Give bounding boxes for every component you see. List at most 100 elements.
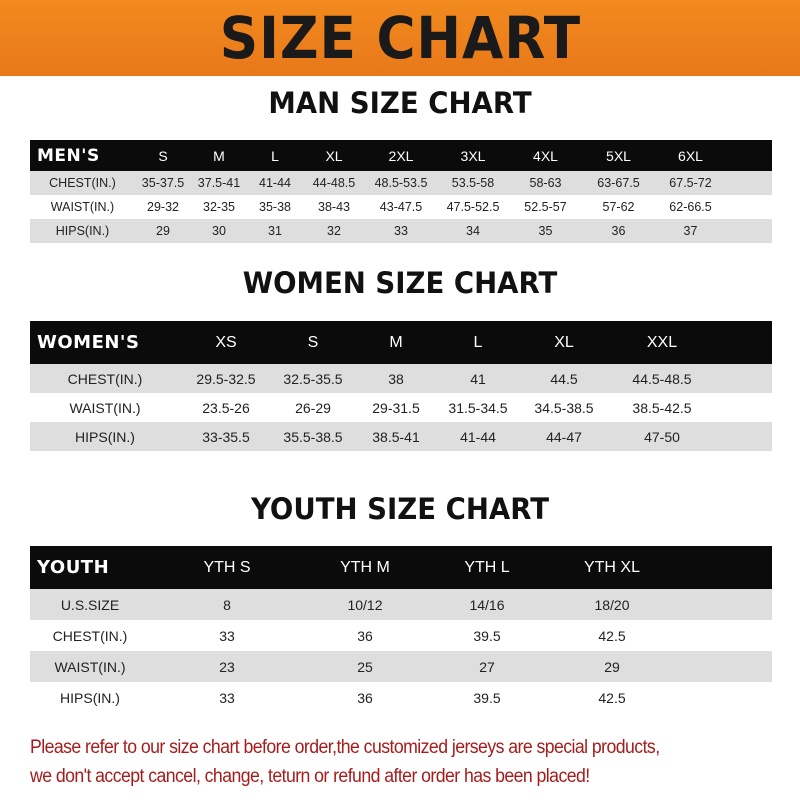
- table-cell: 39.5: [473, 689, 501, 706]
- table-cell: 38.5-42.5: [632, 399, 692, 416]
- row-label: U.S.SIZE: [60, 596, 120, 613]
- table-cell: 44-47: [546, 428, 582, 445]
- row-label: CHEST(IN.): [67, 370, 143, 387]
- table-cell: 31: [268, 224, 282, 238]
- table-row: HIPS(IN.) 33-35.5 35.5-38.5 38.5-41 41-44 44-…: [30, 422, 772, 451]
- table-cell: 34.5-38.5: [534, 399, 594, 416]
- table-cell: 27: [479, 658, 495, 675]
- table-cell: XXL: [646, 333, 678, 351]
- table-cell: 38: [388, 370, 404, 387]
- women-size-table: WOMEN'S XS S M L XL XXL CHEST(IN.) 29.5-32.5 32.5…: [30, 321, 772, 451]
- row-label: WAIST(IN.): [50, 200, 115, 214]
- women-section-title: WOMEN SIZE CHART: [242, 266, 558, 300]
- men-size-table: MEN'S S M L XL 2XL 3XL 4XL 5XL 6XL CHEST(IN.) 35-37…: [30, 140, 772, 243]
- table-cell: 39.5: [473, 627, 501, 644]
- table-cell: YTH L: [464, 558, 510, 576]
- table-cell: 67.5-72: [669, 176, 712, 190]
- table-cell: XL: [325, 147, 343, 164]
- table-cell: S: [307, 333, 319, 351]
- row-label: MEN'S: [37, 145, 100, 166]
- row-label: WAIST(IN.): [54, 658, 126, 675]
- table-row: CHEST(IN.) 33 36 39.5 42.5: [30, 620, 772, 651]
- table-cell: 58-63: [529, 176, 562, 190]
- table-cell: 33-35.5: [202, 428, 250, 445]
- table-cell: 2XL: [388, 147, 414, 164]
- table-cell: 36: [357, 689, 373, 706]
- table-cell: 29-32: [147, 200, 179, 214]
- table-cell: 47-50: [644, 428, 680, 445]
- table-cell: 4XL: [533, 147, 558, 164]
- table-cell: 41-44: [460, 428, 496, 445]
- table-row: HIPS(IN.) 33 36 39.5 42.5: [30, 682, 772, 713]
- table-cell: 18/20: [594, 596, 630, 613]
- table-cell: 48.5-53.5: [374, 176, 428, 190]
- table-row: U.S.SIZE 8 10/12 14/16 18/20: [30, 589, 772, 620]
- table-cell: 35-38: [259, 200, 291, 214]
- table-cell: M: [213, 147, 225, 164]
- table-cell: S: [158, 147, 168, 164]
- table-header-row: YOUTH YTH S YTH M YTH L YTH XL: [30, 546, 772, 589]
- table-cell: XL: [554, 333, 574, 351]
- row-label: CHEST(IN.): [52, 627, 128, 644]
- youth-section-title: YOUTH SIZE CHART: [250, 492, 550, 526]
- table-cell: 63-67.5: [597, 176, 640, 190]
- banner-title: SIZE CHART: [219, 4, 581, 72]
- table-cell: YTH M: [340, 558, 390, 576]
- table-cell: 35-37.5: [141, 176, 185, 190]
- table-header-row: WOMEN'S XS S M L XL XXL: [30, 321, 772, 364]
- table-cell: 32.5-35.5: [283, 370, 343, 387]
- table-cell: 29: [604, 658, 620, 675]
- table-cell: 5XL: [606, 147, 631, 164]
- table-cell: 53.5-58: [451, 176, 495, 190]
- table-cell: 10/12: [347, 596, 383, 613]
- table-cell: 3XL: [460, 147, 486, 164]
- table-cell: 23.5-26: [202, 399, 250, 416]
- table-cell: 29-31.5: [372, 399, 420, 416]
- order-notice: Please refer to our size chart before or…: [30, 733, 737, 791]
- table-row: HIPS(IN.) 29 30 31 32 33 34 35 36 37: [30, 219, 772, 243]
- table-cell: 41-44: [259, 176, 291, 190]
- table-cell: 42.5: [598, 627, 626, 644]
- table-cell: 41: [470, 370, 486, 387]
- table-row: CHEST(IN.) 35-37.5 37.5-41 41-44 44-48.5 48.5…: [30, 171, 772, 195]
- table-cell: 25: [357, 658, 373, 675]
- table-cell: 43-47.5: [379, 200, 423, 214]
- table-cell: 35.5-38.5: [283, 428, 343, 445]
- table-cell: 36: [357, 627, 373, 644]
- table-cell: 6XL: [678, 147, 703, 164]
- order-notice-line-2: we don't accept cancel, change, teturn o…: [30, 766, 590, 787]
- row-label: WAIST(IN.): [69, 399, 141, 416]
- table-cell: 8: [223, 596, 231, 613]
- youth-size-table: YOUTH YTH S YTH M YTH L YTH XL U.S.SIZE 8 10/12…: [30, 546, 772, 713]
- table-row: WAIST(IN.) 23 25 27 29: [30, 651, 772, 682]
- row-label: CHEST(IN.): [49, 176, 116, 190]
- table-cell: 33: [219, 627, 235, 644]
- table-cell: L: [271, 147, 279, 164]
- table-cell: 23: [219, 658, 235, 675]
- table-cell: 32: [327, 224, 341, 238]
- size-chart-banner: SIZE CHART: [0, 0, 800, 76]
- table-cell: XS: [215, 333, 237, 351]
- row-label: HIPS(IN.): [60, 689, 120, 706]
- row-label: YOUTH: [37, 557, 110, 578]
- table-cell: 34: [466, 224, 480, 238]
- table-cell: 36: [611, 224, 626, 238]
- table-cell: 33: [394, 224, 408, 238]
- table-cell: 29: [156, 224, 170, 238]
- table-cell: 37.5-41: [197, 176, 241, 190]
- table-header-row: MEN'S S M L XL 2XL 3XL 4XL 5XL 6XL: [30, 140, 772, 171]
- table-cell: 30: [212, 224, 226, 238]
- row-label: HIPS(IN.): [75, 428, 135, 445]
- table-cell: 44-48.5: [312, 176, 356, 190]
- table-cell: 44.5: [550, 370, 578, 387]
- table-row: WAIST(IN.) 23.5-26 26-29 29-31.5 31.5-34.5 34…: [30, 393, 772, 422]
- table-cell: L: [473, 333, 483, 351]
- table-cell: YTH S: [203, 558, 251, 576]
- table-cell: M: [389, 333, 403, 351]
- table-cell: 52.5-57: [524, 200, 567, 214]
- order-notice-line-1: Please refer to our size chart before or…: [30, 737, 660, 758]
- table-cell: 33: [219, 689, 235, 706]
- table-cell: 37: [683, 224, 698, 238]
- table-cell: 31.5-34.5: [448, 399, 508, 416]
- table-cell: 32-35: [203, 200, 235, 214]
